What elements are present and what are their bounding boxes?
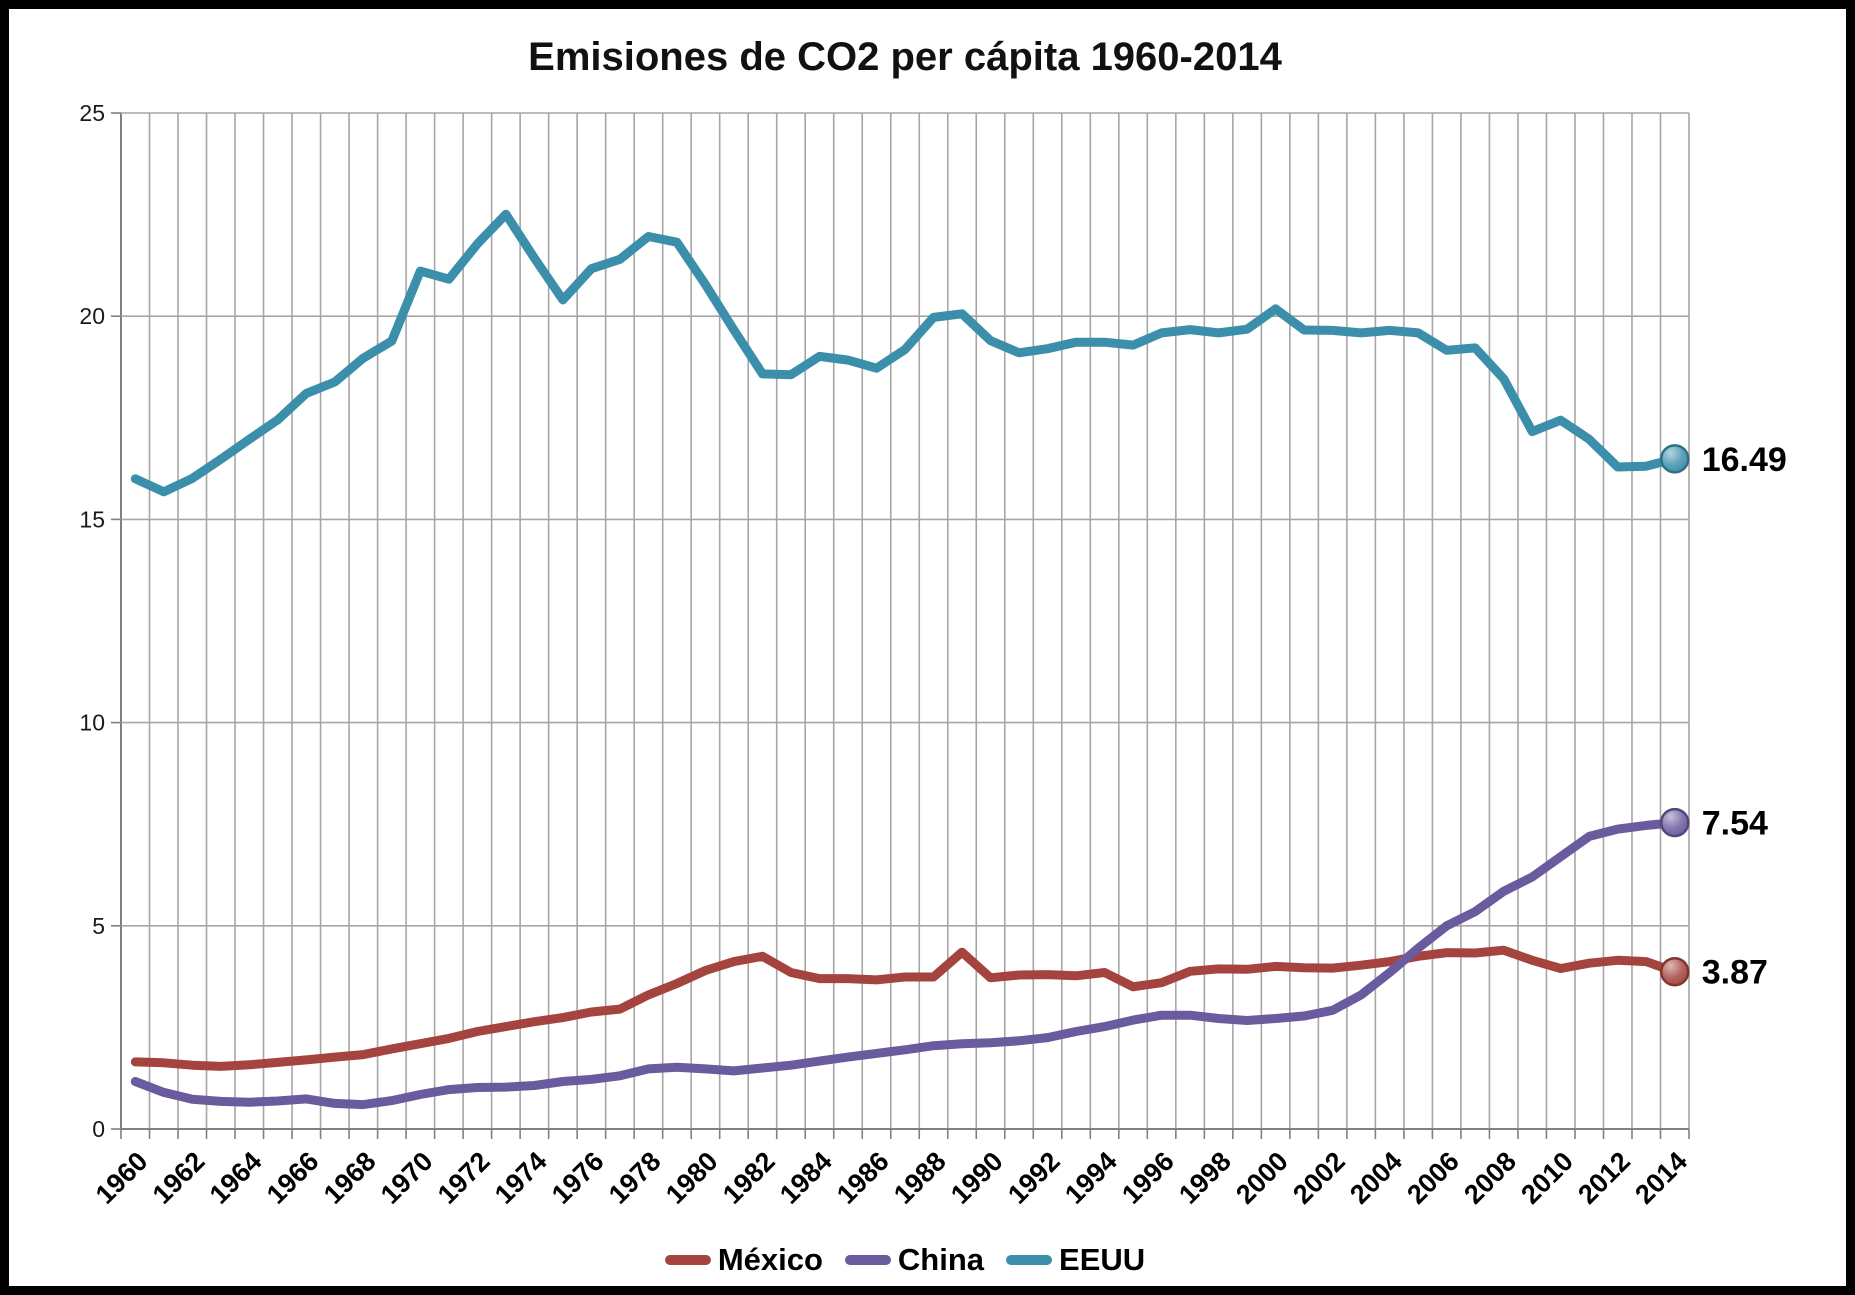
end-value-label-china: 7.54 [1702, 805, 1768, 843]
x-axis-label: 1988 [888, 1146, 952, 1210]
legend-swatch-china [844, 1255, 891, 1265]
x-axis-label: 1972 [432, 1146, 496, 1210]
x-axis-label: 2000 [1230, 1146, 1294, 1210]
legend-item-mexico: México [664, 1242, 823, 1278]
legend-label-eeuu: EEUU [1059, 1242, 1146, 1277]
x-axis-label: 2010 [1515, 1146, 1579, 1210]
end-value-label-mexico: 3.87 [1702, 954, 1768, 992]
end-value-label-eeuu: 16.49 [1702, 441, 1787, 479]
x-axis-label: 1964 [204, 1146, 268, 1210]
x-axis-label: 1960 [90, 1146, 154, 1210]
x-axis-label: 2002 [1287, 1146, 1351, 1210]
x-axis-label: 1998 [1173, 1146, 1237, 1210]
series-line-mexico [130, 945, 1680, 1071]
y-axis-label: 25 [79, 100, 105, 126]
legend-item-china: China [844, 1242, 985, 1278]
end-marker-eeuu [1659, 444, 1690, 474]
x-axis-label: 1970 [375, 1146, 439, 1210]
x-axis-label: 1974 [489, 1146, 553, 1210]
legend-swatch-eeuu [1006, 1255, 1053, 1265]
legend-label-china: China [897, 1242, 985, 1277]
y-axis-label: 0 [92, 1116, 105, 1142]
y-axis-label: 10 [79, 710, 105, 736]
legend: México China EEUU [121, 1235, 1689, 1285]
x-axis-label: 1966 [261, 1146, 325, 1210]
x-axis-label: 1994 [1059, 1146, 1123, 1210]
plot-area: 0510152025196019621964196619681970197219… [79, 100, 1787, 1210]
chart-title: Emisiones de CO2 per cápita 1960-2014 [528, 35, 1282, 79]
end-marker-mexico [1659, 956, 1690, 987]
x-axis-label: 1990 [945, 1146, 1009, 1210]
x-axis-label: 1996 [1116, 1146, 1180, 1210]
x-axis-label: 1986 [831, 1146, 895, 1210]
x-axis-label: 1992 [1002, 1146, 1066, 1210]
series-line-china [130, 818, 1680, 1110]
x-axis-label: 1982 [717, 1146, 781, 1210]
y-axis-label: 5 [92, 913, 105, 939]
legend-label-mexico: México [717, 1242, 823, 1277]
legend-item-eeuu: EEUU [1006, 1242, 1145, 1278]
y-axis-label: 15 [79, 506, 105, 532]
x-axis-label: 2012 [1572, 1146, 1636, 1210]
x-axis-label: 1978 [603, 1146, 667, 1210]
x-axis-label: 1962 [147, 1146, 211, 1210]
x-axis-label: 2014 [1629, 1146, 1693, 1210]
x-axis-label: 2008 [1458, 1146, 1522, 1210]
series-line-eeuu [130, 209, 1680, 497]
x-axis-label: 1968 [318, 1146, 382, 1210]
x-axis-label: 1984 [774, 1146, 838, 1210]
y-axis-label: 20 [79, 303, 105, 329]
legend-swatch-mexico [664, 1255, 711, 1265]
x-axis-label: 1980 [660, 1146, 724, 1210]
x-axis-label: 2004 [1344, 1146, 1408, 1210]
end-marker-china [1659, 807, 1690, 838]
x-axis-label: 2006 [1401, 1146, 1465, 1210]
x-axis-label: 1976 [546, 1146, 610, 1210]
